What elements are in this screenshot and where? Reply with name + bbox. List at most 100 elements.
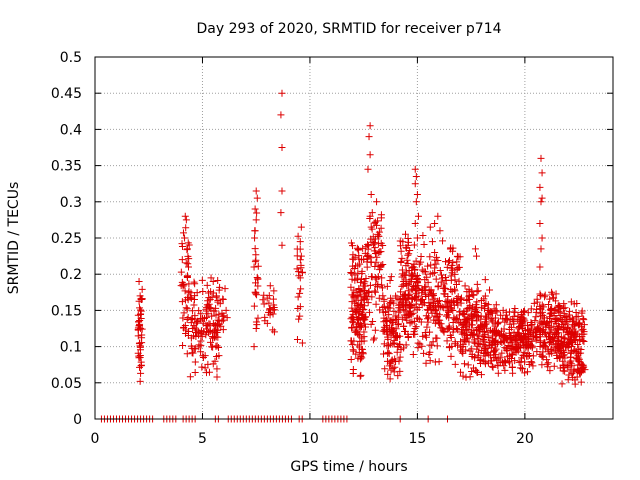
data-point xyxy=(396,341,404,349)
data-point xyxy=(548,340,556,348)
data-point xyxy=(349,318,357,326)
data-point xyxy=(529,352,537,360)
data-point xyxy=(474,353,482,361)
data-point xyxy=(464,304,472,312)
data-point xyxy=(424,278,432,286)
data-point xyxy=(406,302,414,310)
data-point xyxy=(426,303,434,311)
data-point xyxy=(555,301,563,309)
data-point xyxy=(410,241,418,249)
data-point xyxy=(397,288,405,296)
data-point xyxy=(363,263,371,271)
data-point xyxy=(505,329,513,337)
data-point xyxy=(488,332,496,340)
data-point xyxy=(392,312,400,320)
data-point xyxy=(297,285,305,293)
data-point xyxy=(212,321,220,329)
data-point xyxy=(460,360,468,368)
data-point xyxy=(295,315,303,323)
data-point xyxy=(385,304,393,312)
data-point xyxy=(476,340,484,348)
data-point xyxy=(511,304,519,312)
data-point xyxy=(386,375,394,383)
data-point xyxy=(450,325,458,333)
data-point xyxy=(577,346,585,354)
data-point xyxy=(554,316,562,324)
data-point xyxy=(497,311,505,319)
data-point xyxy=(135,352,143,360)
data-point xyxy=(296,289,304,297)
data-point xyxy=(520,308,528,316)
data-point xyxy=(448,261,456,269)
data-point xyxy=(440,327,448,335)
data-point xyxy=(402,341,410,349)
data-point xyxy=(354,310,362,318)
data-point xyxy=(546,324,554,332)
data-point xyxy=(413,191,421,199)
data-point xyxy=(568,362,576,370)
data-point xyxy=(347,337,355,345)
data-point xyxy=(252,251,260,259)
data-point xyxy=(431,358,439,366)
data-point xyxy=(536,290,544,298)
data-point xyxy=(199,319,207,327)
data-point xyxy=(453,258,461,266)
data-point xyxy=(453,265,461,273)
data-point xyxy=(580,338,588,346)
data-point xyxy=(136,339,144,347)
data-point xyxy=(537,291,545,299)
data-point xyxy=(384,303,392,311)
data-point xyxy=(371,288,379,296)
data-point xyxy=(188,349,196,357)
data-point xyxy=(510,318,518,326)
data-point xyxy=(464,361,472,369)
data-point xyxy=(208,343,216,351)
data-point xyxy=(367,258,375,266)
data-point xyxy=(398,266,406,274)
data-point xyxy=(296,238,304,246)
data-point xyxy=(389,364,397,372)
data-point xyxy=(191,292,199,300)
data-point xyxy=(524,352,532,360)
data-point xyxy=(470,291,478,299)
data-point xyxy=(540,318,548,326)
data-point xyxy=(354,274,362,282)
data-point xyxy=(382,309,390,317)
data-point xyxy=(263,319,271,327)
data-point xyxy=(501,318,509,326)
data-point xyxy=(424,318,432,326)
data-point xyxy=(568,337,576,345)
data-point xyxy=(205,300,213,308)
data-point xyxy=(182,216,190,224)
data-point xyxy=(261,313,269,321)
data-point xyxy=(420,241,428,249)
data-point xyxy=(560,325,568,333)
data-point xyxy=(373,253,381,261)
data-point xyxy=(496,353,504,361)
data-point xyxy=(388,356,396,364)
data-point xyxy=(533,298,541,306)
data-point xyxy=(519,341,527,349)
data-point xyxy=(366,308,374,316)
data-point xyxy=(487,357,495,365)
data-point xyxy=(356,372,364,380)
data-point xyxy=(454,253,462,261)
data-point xyxy=(575,367,583,375)
y-tick-label: 0.3 xyxy=(60,195,82,211)
data-point xyxy=(512,332,520,340)
data-point xyxy=(363,295,371,303)
data-point xyxy=(357,371,365,379)
data-point xyxy=(510,308,518,316)
data-point xyxy=(293,336,301,344)
data-point xyxy=(480,305,488,313)
data-point xyxy=(435,297,443,305)
data-point xyxy=(382,317,390,325)
data-point xyxy=(412,257,420,265)
data-point xyxy=(406,247,414,255)
data-point xyxy=(559,342,567,350)
data-point xyxy=(348,270,356,278)
x-tick-label: 0 xyxy=(91,431,100,447)
data-point xyxy=(367,191,375,199)
data-point xyxy=(180,323,188,331)
data-point xyxy=(135,277,143,285)
